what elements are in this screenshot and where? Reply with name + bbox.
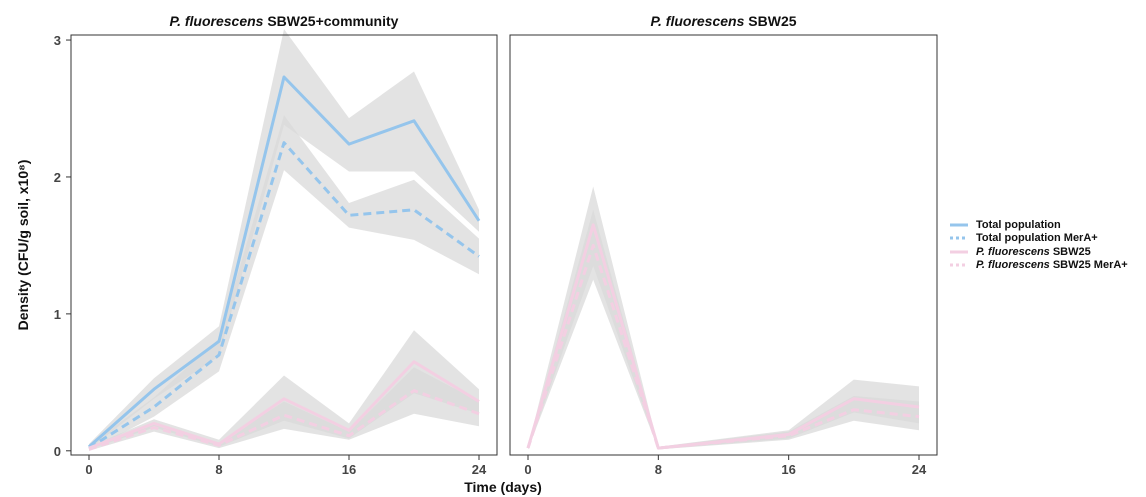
panel-title: P. fluorescens SBW25 [650,13,796,29]
panel-title-rest: SBW25+community [263,13,398,29]
legend-label: P. fluorescens SBW25 MerA+ [976,259,1128,271]
legend-key [948,233,970,243]
y-tick-label: 2 [54,170,61,185]
panel-frame [70,34,498,456]
legend-item: P. fluorescens SBW25 [948,245,1128,258]
x-tick-label: 24 [912,462,927,477]
y-tick-label: 1 [54,307,61,322]
series-line [88,360,480,450]
legend-label: P. fluorescens SBW25 [976,245,1091,258]
x-tick-label: 8 [655,462,662,477]
panel-title: P. fluorescens SBW25+community [170,13,399,29]
confidence-band [89,330,479,450]
x-tick-label: 16 [342,462,356,477]
legend: Total population Total population MerA+ … [948,218,1128,272]
x-tick-label: 24 [472,462,487,477]
series-line [88,389,480,451]
x-axis-label: Time (days) [464,479,542,495]
legend-item: Total population MerA+ [948,232,1128,245]
confidence-band [89,29,479,450]
series-line [526,223,920,450]
y-axis-label: Density (CFU/g soil, x10⁸) [15,160,31,331]
legend-label: Total population [976,218,1061,231]
panel-title-rest: SBW25 [744,13,796,29]
y-tick-label: 3 [54,33,61,48]
series-line [88,141,480,450]
series-line [88,75,481,448]
panel-1: P. fluorescens SBW25+community 0 8 16 24 0 1 2 3 [54,13,498,477]
x-tick-label: 16 [781,462,795,477]
x-tick-label: 0 [85,462,92,477]
panel-title-italic: P. fluorescens [650,13,744,29]
panel-frame [509,34,938,456]
legend-key [948,260,970,270]
y-tick-label: 0 [54,444,61,459]
legend-item: P. fluorescens SBW25 MerA+ [948,259,1128,272]
confidence-band [89,115,479,451]
x-tick-label: 8 [215,462,222,477]
series-line [526,243,920,450]
legend-key [948,247,970,257]
legend-item: Total population [948,218,1128,231]
confidence-band [89,367,479,451]
panel-2: P. fluorescens SBW25 0 8 16 24 [509,13,938,477]
legend-label: Total population MerA+ [976,232,1098,244]
x-tick-label: 0 [524,462,531,477]
panel-title-italic: P. fluorescens [170,13,264,29]
legend-key [948,220,970,230]
